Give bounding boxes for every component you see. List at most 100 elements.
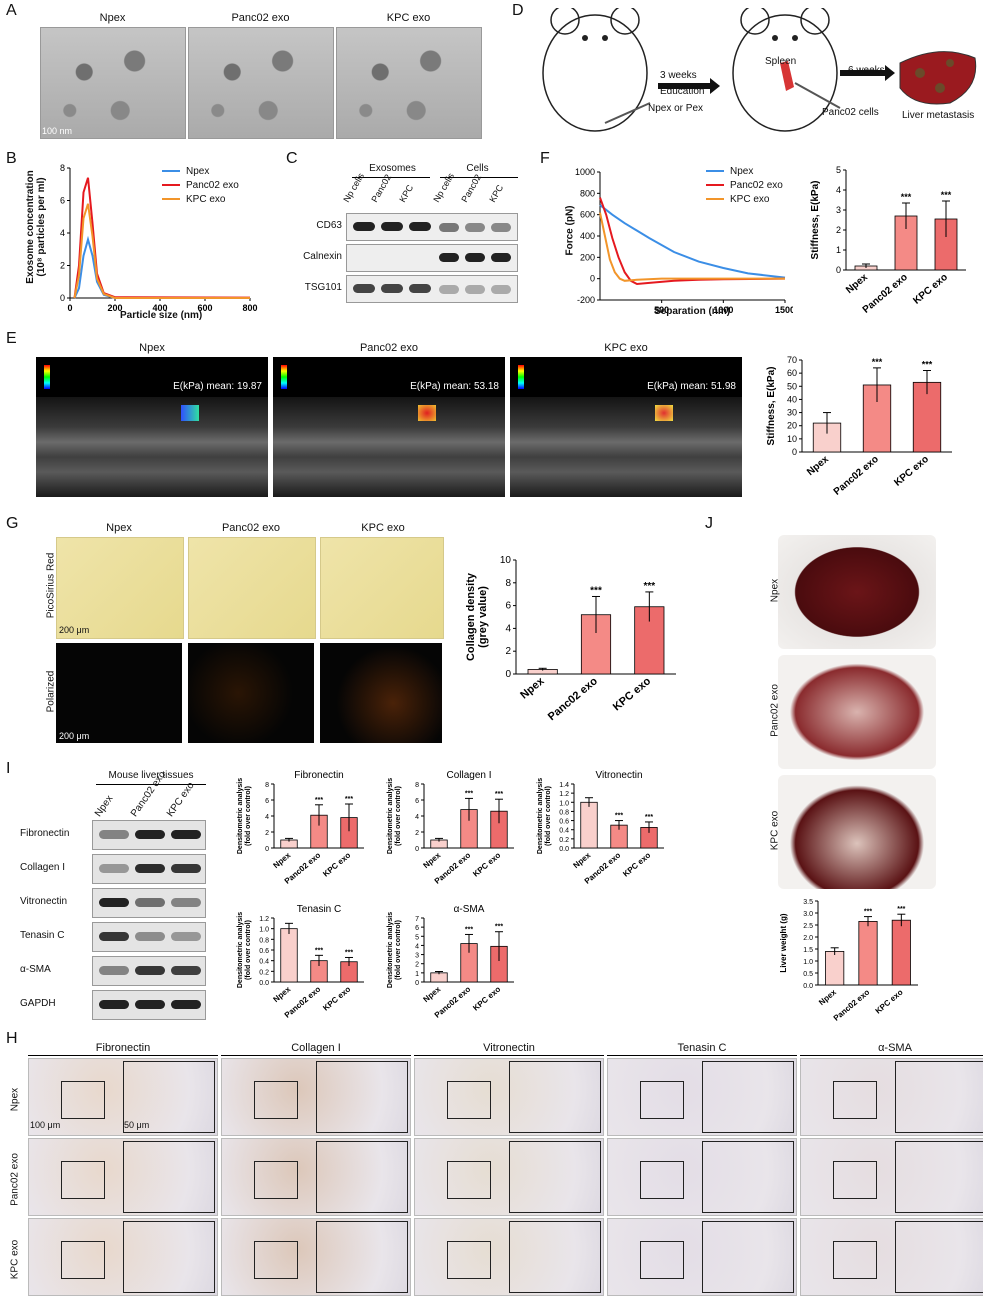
ihc-row-label: Npex xyxy=(9,1087,21,1112)
chart-b: 0 2 4 6 8 0 200 400 600 800 xyxy=(60,163,258,313)
psr-image-kpc xyxy=(320,537,444,639)
sig-label: *** xyxy=(590,585,602,596)
chart-b-xlabel: Particle size (nm) xyxy=(120,310,203,321)
psr-image-panc02 xyxy=(188,537,316,639)
y-tick-label: 8 xyxy=(505,578,511,589)
ihc-col-title: Collagen I xyxy=(291,1042,341,1054)
x-tick-label: 1500 xyxy=(775,305,793,315)
y-tick-label: 30 xyxy=(787,408,797,418)
y-tick-label: 4 xyxy=(415,943,419,950)
y-tick-label: 1.0 xyxy=(259,927,269,934)
y-tick-label: -200 xyxy=(577,295,595,305)
y-axis-label: Stiffness, E(kPa) xyxy=(766,367,777,446)
sig-label: *** xyxy=(465,926,473,933)
category-label: Npex xyxy=(844,272,870,296)
pol-image-npex xyxy=(56,643,182,743)
ihc-image xyxy=(800,1058,983,1136)
y-tick-label: 10 xyxy=(500,555,512,566)
wb-c-lane-label: Np cells xyxy=(341,171,367,204)
ihc-scale-1: 100 μm xyxy=(30,1120,61,1130)
y-axis-label: Liver weight (g) xyxy=(779,913,788,972)
y-tick-label: 3.0 xyxy=(803,911,813,918)
chart-g-bar: 0 2 4 6 8 10 Npex *** Panc02 exo *** KPC exo Collag… xyxy=(465,555,676,723)
wb-i-blot xyxy=(92,820,206,850)
em-image-kpc xyxy=(336,27,482,139)
schematic-d xyxy=(542,8,977,132)
y-tick-label: 2 xyxy=(505,646,511,657)
sig-label: *** xyxy=(495,791,503,798)
wb-i-row-label: α-SMA xyxy=(20,964,51,975)
d-step2: 6 weeks xyxy=(848,65,885,76)
d-outcome: Liver metastasis xyxy=(902,110,975,121)
psr-title-kpc: KPC exo xyxy=(361,522,405,534)
y-axis-label-2: (fold over control) xyxy=(545,786,552,846)
wb-c-group-exo: Exosomes xyxy=(369,163,416,174)
y-tick-label: 0 xyxy=(60,293,65,303)
y-tick-label: 200 xyxy=(580,252,595,262)
y-tick-label: 3 xyxy=(836,205,841,215)
y-axis-label-2: (fold over control) xyxy=(395,786,402,846)
y-tick-label: 4 xyxy=(415,814,419,821)
y-tick-label: 50 xyxy=(787,381,797,391)
em-image-panc02 xyxy=(188,27,334,139)
y-tick-label: 4 xyxy=(265,814,269,821)
ihc-image xyxy=(607,1218,797,1296)
y-tick-label: 0.2 xyxy=(559,837,569,844)
y-tick-label: 2.0 xyxy=(803,935,813,942)
wb-i-row-label: GAPDH xyxy=(20,998,56,1009)
y-axis-label: Densitometric analysis xyxy=(237,778,244,854)
chart-f-curve: -200 0 200 400 600 800 1000 500 1000 1500 xyxy=(575,167,793,315)
wb-c-row-tsg101: TSG101 xyxy=(304,282,342,293)
y-tick-label: 0.0 xyxy=(559,846,569,853)
chart-f-xlabel: Separation (nm) xyxy=(654,306,731,317)
y-tick-label: 2.5 xyxy=(803,923,813,930)
wb-i-row-label: Collagen I xyxy=(20,862,66,873)
ihc-image xyxy=(28,1218,218,1296)
ihc-col-title: α-SMA xyxy=(878,1042,912,1054)
chart-b-ylabel: Exosome concentration (10⁸ particles per … xyxy=(25,170,47,284)
wb-c-row-cd63: CD63 xyxy=(316,220,342,231)
wb-c-tsg101 xyxy=(346,275,518,303)
y-axis-label: Densitometric analysis xyxy=(387,912,394,988)
y-tick-label: 0 xyxy=(792,447,797,457)
us-title-npex: Npex xyxy=(139,342,165,354)
y-tick-label: 0.2 xyxy=(259,969,269,976)
category-label: KPC exo xyxy=(471,985,502,1013)
sig-label: *** xyxy=(922,360,933,370)
sig-label: *** xyxy=(901,192,912,202)
bar xyxy=(891,919,911,986)
sig-label: *** xyxy=(941,190,952,200)
y-tick-label: 6 xyxy=(60,196,65,206)
chart-e-bar: 0 10 20 30 40 50 60 70 Npex *** Panc02 exo *** KPC e… xyxy=(766,355,952,498)
chart-f-ylabel: Force (pN) xyxy=(564,205,576,256)
y-tick-label: 2 xyxy=(415,830,419,837)
psr-image-npex xyxy=(56,537,184,639)
y-tick-label: 5 xyxy=(836,165,841,175)
y-tick-label: 1.4 xyxy=(559,782,569,789)
us-title-kpc: KPC exo xyxy=(604,342,648,354)
category-label: KPC exo xyxy=(621,851,652,879)
us-image-panc02: E(kPa) mean: 53.18 xyxy=(273,357,505,497)
x-tick-label: 400 xyxy=(152,303,167,313)
y-tick-label: 0 xyxy=(415,980,419,987)
y-tick-label: 0 xyxy=(505,669,511,680)
pol-image-kpc xyxy=(320,643,442,743)
psr-title-npex: Npex xyxy=(106,522,132,534)
sig-label: *** xyxy=(465,790,473,797)
wb-c-lane-label: KPC xyxy=(487,182,506,204)
category-label: KPC exo xyxy=(611,675,654,713)
ihc-image xyxy=(221,1218,411,1296)
y-tick-label: 4 xyxy=(60,228,65,238)
chart-title: Vitronectin xyxy=(595,770,642,781)
ihc-image xyxy=(28,1138,218,1216)
sig-label: *** xyxy=(643,581,655,592)
wb-i-row-label: Tenasin C xyxy=(20,930,65,941)
y-tick-label: 0.4 xyxy=(559,828,569,835)
y-axis-label-2: (fold over control) xyxy=(245,920,252,980)
sig-label: *** xyxy=(645,814,653,821)
ihc-image xyxy=(414,1218,604,1296)
y-tick-label: 0 xyxy=(836,265,841,275)
